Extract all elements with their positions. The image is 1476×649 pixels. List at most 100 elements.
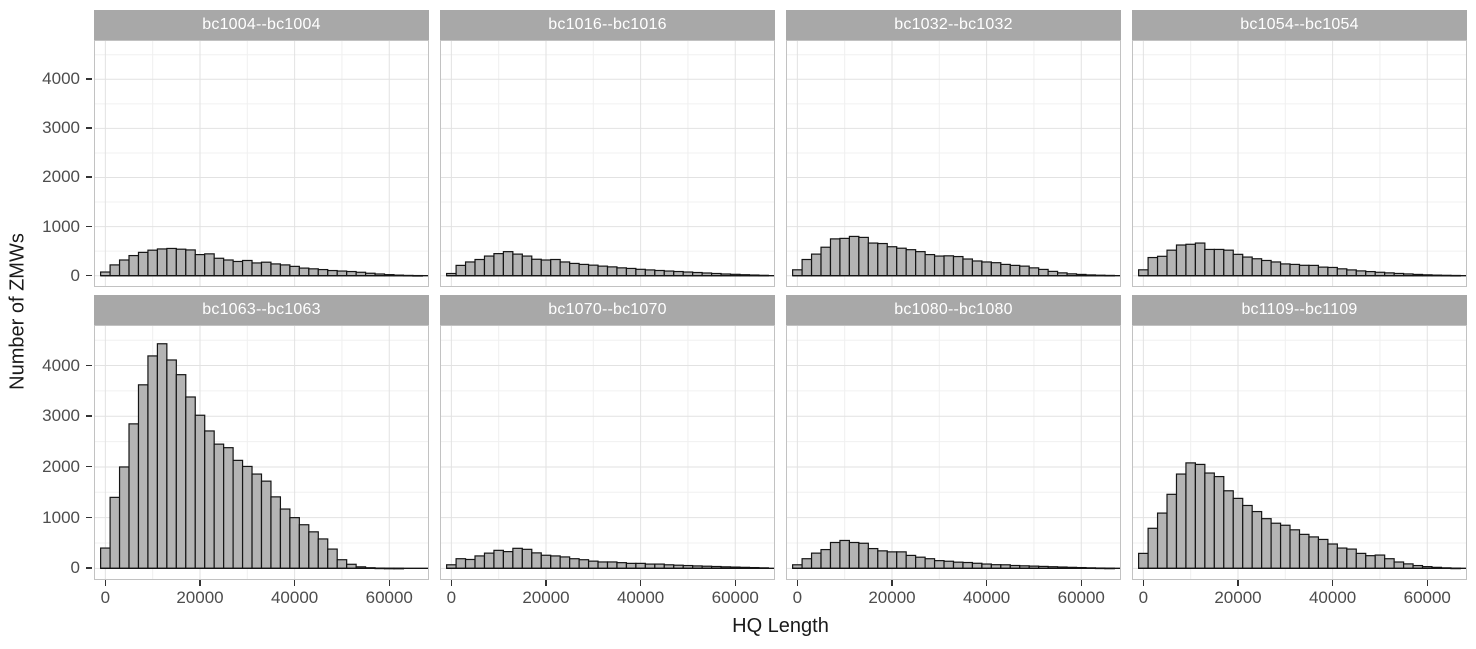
histogram-bar <box>1223 249 1234 277</box>
histogram-bar <box>1028 267 1040 277</box>
histogram-bar <box>327 548 338 569</box>
histogram-bar <box>1194 463 1206 569</box>
histogram-bar <box>175 374 187 569</box>
x-tick-mark <box>104 580 107 586</box>
x-tick-mark <box>796 580 799 586</box>
histogram-bar <box>587 560 599 569</box>
histogram-bar <box>625 267 637 277</box>
histogram-bar <box>109 264 121 277</box>
x-tick-mark <box>293 580 296 586</box>
y-tick-mark <box>86 567 92 569</box>
facet-panel <box>786 325 1122 580</box>
histogram-bar <box>1261 259 1272 277</box>
histogram-plot <box>94 40 430 287</box>
x-tick-label: 20000 <box>868 588 916 607</box>
histogram-bar <box>512 547 523 569</box>
histogram-bar <box>317 268 329 277</box>
histogram-bar <box>597 561 609 569</box>
histogram-bar <box>848 235 860 277</box>
x-tick-mark <box>1080 580 1082 586</box>
histogram-bar <box>270 263 282 277</box>
facet-panel <box>94 40 430 287</box>
histogram-bar <box>1232 253 1244 277</box>
panel-border <box>440 325 775 580</box>
histogram-bar <box>635 562 646 569</box>
histogram-bar <box>317 538 329 569</box>
histogram-bar <box>952 255 964 277</box>
histogram-bar <box>308 531 319 569</box>
histogram-bar <box>971 562 983 569</box>
facet-panel <box>94 325 430 580</box>
facet-strip-label: bc1004--bc1004 <box>202 16 321 33</box>
histogram-bar <box>962 258 974 277</box>
histogram-bar <box>147 249 158 277</box>
facet-strip: bc1032--bc1032 <box>786 10 1121 40</box>
histogram-bar <box>156 248 168 277</box>
histogram-bar <box>559 556 571 569</box>
histogram-bar <box>308 268 319 277</box>
histogram-bar <box>502 551 514 569</box>
x-tick-mark <box>545 580 547 586</box>
panel-border <box>786 40 1121 287</box>
histogram-bar <box>905 554 917 569</box>
histogram-bar <box>1185 243 1196 277</box>
histogram-bar <box>1270 522 1282 569</box>
histogram-bar <box>915 251 926 277</box>
histogram-bar <box>1336 547 1348 569</box>
histogram-bar <box>251 473 263 569</box>
histogram-bar <box>801 258 813 277</box>
facet-panel <box>1132 40 1468 287</box>
histogram-bar <box>1327 266 1338 277</box>
x-tick-label: 60000 <box>711 588 759 607</box>
facet-strip: bc1054--bc1054 <box>1132 10 1467 40</box>
histogram-bar <box>232 260 244 277</box>
x-tick-label: 0 <box>100 588 111 607</box>
histogram-bar <box>1232 497 1244 569</box>
histogram-bar <box>801 558 813 569</box>
histogram-bar <box>166 247 177 277</box>
histogram-bar <box>943 255 955 277</box>
histogram-plot <box>786 325 1122 580</box>
histogram-bar <box>1327 543 1338 569</box>
facet-strip: bc1063--bc1063 <box>94 295 429 325</box>
x-tick-mark <box>1142 580 1145 586</box>
histogram-bar <box>270 496 282 569</box>
histogram-bar <box>1213 248 1225 277</box>
histogram-bar <box>1308 536 1320 569</box>
histogram-bar <box>1147 527 1159 569</box>
panel-border <box>94 40 429 287</box>
x-tick-mark <box>1237 580 1239 586</box>
facet-strip-label: bc1070--bc1070 <box>548 301 667 318</box>
histogram-bar <box>1317 538 1329 569</box>
histogram-bar <box>1346 548 1357 569</box>
histogram-bar <box>279 264 291 277</box>
histogram-bar <box>867 242 879 277</box>
histogram-bar <box>455 558 467 569</box>
histogram-bar <box>1270 261 1282 277</box>
histogram-bar <box>1223 490 1234 569</box>
histogram-bar <box>877 242 888 277</box>
x-axis-title: HQ Length <box>732 615 829 637</box>
histogram-bar <box>962 561 974 569</box>
y-tick-mark <box>86 274 92 277</box>
y-tick-mark <box>86 364 92 367</box>
histogram-plot <box>440 325 776 580</box>
histogram-bar <box>654 269 665 277</box>
histogram-bar <box>829 238 841 277</box>
histogram-bar <box>644 269 656 277</box>
histogram-bar <box>1279 524 1291 569</box>
facet-strip-label: bc1016--bc1016 <box>548 16 667 33</box>
histogram-bar <box>578 559 590 569</box>
histogram-bar <box>820 246 832 277</box>
histogram-bar <box>1242 256 1253 277</box>
histogram-bar <box>625 562 637 569</box>
histogram-plot <box>786 40 1122 287</box>
histogram-bar <box>829 541 841 569</box>
histogram-bar <box>943 560 955 569</box>
histogram-bar <box>606 266 618 277</box>
histogram-bar <box>241 259 253 277</box>
histogram-plot <box>94 325 430 580</box>
histogram-bar <box>858 236 869 277</box>
histogram-bar <box>1251 510 1263 569</box>
